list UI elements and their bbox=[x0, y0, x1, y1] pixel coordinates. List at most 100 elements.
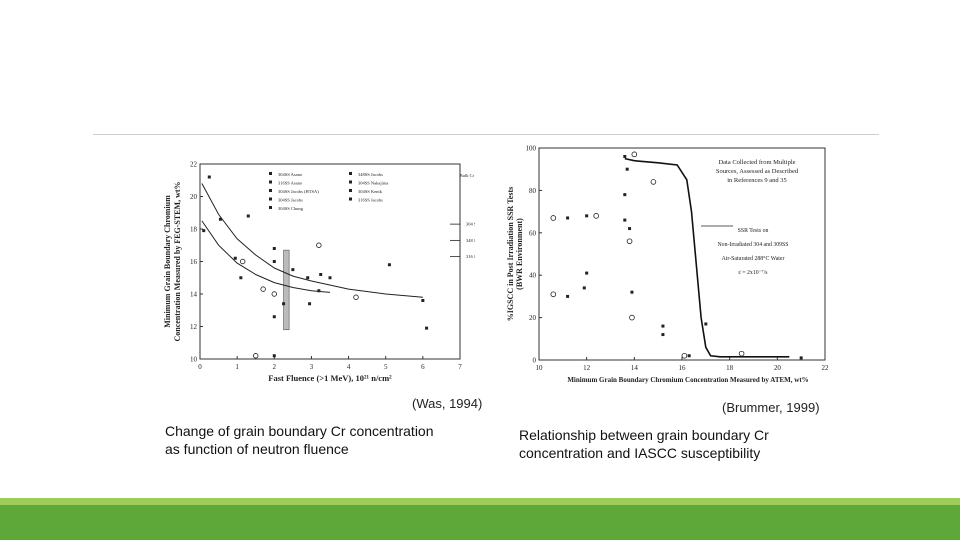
data-point bbox=[239, 276, 243, 280]
y-axis-label-line1: Minimum Grain Boundary Chromium bbox=[163, 195, 172, 328]
annotation-mid-line: ε̇ = 2x10⁻⁷/s bbox=[738, 270, 768, 276]
data-point bbox=[316, 242, 322, 248]
data-point bbox=[202, 229, 206, 233]
data-point bbox=[272, 315, 276, 319]
data-point bbox=[291, 268, 295, 272]
data-point bbox=[738, 350, 745, 357]
data-point bbox=[650, 179, 657, 185]
data-point bbox=[319, 273, 323, 276]
legend-label: 316SS Asano bbox=[278, 181, 303, 186]
legend-marker bbox=[349, 180, 352, 184]
data-point bbox=[593, 213, 599, 219]
legend-marker bbox=[269, 197, 272, 201]
data-point bbox=[233, 256, 237, 260]
y-tick-label: 18 bbox=[190, 226, 198, 234]
citation-was: (Was, 1994) bbox=[412, 396, 483, 411]
legend-label: 304SS Kenik bbox=[358, 189, 383, 194]
legend-label: 304SS Asano bbox=[278, 172, 303, 177]
y-tick-label: 22 bbox=[190, 161, 198, 169]
data-point bbox=[328, 276, 332, 280]
shaded-band bbox=[283, 249, 290, 331]
legend-marker bbox=[349, 189, 352, 192]
y-tick-label: 80 bbox=[529, 187, 537, 195]
x-tick-label: 22 bbox=[822, 364, 830, 372]
data-point bbox=[550, 215, 557, 221]
trend-curve bbox=[624, 157, 790, 358]
data-point bbox=[628, 227, 632, 231]
legend-marker bbox=[269, 172, 272, 175]
data-point bbox=[282, 302, 286, 306]
legend-marker bbox=[269, 206, 272, 209]
annotation-mid-line: Air-Saturated 288°C Water bbox=[722, 255, 785, 262]
data-point bbox=[387, 263, 391, 267]
data-point bbox=[566, 294, 570, 298]
data-point bbox=[631, 151, 638, 158]
data-point bbox=[353, 294, 359, 300]
annotation-top-line: Data Collected from Multiple bbox=[718, 159, 795, 166]
caption-right: Relationship between grain boundary Cr c… bbox=[519, 426, 769, 462]
x-tick-label: 12 bbox=[583, 364, 591, 372]
data-point bbox=[629, 314, 635, 321]
x-tick-label: 3 bbox=[310, 363, 314, 371]
y-tick-label: 0 bbox=[533, 357, 537, 365]
y-tick-label: 14 bbox=[190, 291, 198, 299]
x-tick-label: 1 bbox=[235, 363, 239, 371]
legend-marker bbox=[349, 172, 352, 175]
y-axis-label-line1: %IGSCC in Post Irradiation SSR Tests bbox=[506, 187, 515, 321]
x-tick-label: 20 bbox=[774, 364, 782, 372]
data-point bbox=[623, 218, 627, 222]
data-point bbox=[623, 193, 627, 197]
fit-line-2 bbox=[201, 220, 331, 293]
data-point bbox=[218, 217, 222, 221]
title-divider bbox=[93, 134, 879, 135]
x-tick-label: 18 bbox=[726, 364, 734, 372]
bulk-marker-label: 316 SS bbox=[466, 254, 475, 259]
data-point bbox=[585, 214, 589, 218]
footer-band-light bbox=[0, 498, 960, 505]
x-tick-label: 14 bbox=[631, 364, 639, 372]
bulk-marker-label: 348 SS bbox=[466, 238, 475, 243]
caption-left-line2: as function of neutron fluence bbox=[165, 441, 349, 457]
data-point bbox=[566, 216, 570, 220]
data-point bbox=[260, 286, 266, 292]
x-tick-label: 0 bbox=[198, 363, 202, 371]
data-point bbox=[246, 214, 250, 218]
y-tick-label: 20 bbox=[529, 314, 537, 322]
data-point bbox=[306, 276, 310, 280]
caption-right-line1: Relationship between grain boundary Cr bbox=[519, 427, 769, 443]
data-point bbox=[585, 271, 589, 275]
y-tick-label: 20 bbox=[190, 193, 198, 201]
x-tick-label: 2 bbox=[273, 363, 277, 371]
legend-label: 304SS Nakajima bbox=[358, 181, 388, 186]
data-point bbox=[625, 167, 629, 171]
legend-marker bbox=[349, 197, 352, 201]
y-tick-label: 60 bbox=[529, 229, 537, 237]
caption-right-line2: concentration and IASCC susceptibility bbox=[519, 445, 761, 461]
citation-brummer: (Brummer, 1999) bbox=[722, 400, 820, 415]
y-tick-label: 10 bbox=[190, 356, 198, 364]
data-point bbox=[272, 354, 276, 358]
legend-label: 304SS Jacobs (HTSA) bbox=[278, 189, 319, 194]
data-point bbox=[308, 302, 312, 306]
data-point bbox=[317, 289, 321, 293]
bulk-cr-label: Bulk Cr bbox=[460, 173, 475, 178]
chart-igscc: 10 12 14 16 18 20 22 0 20 40 60 80 100 Minimum Grain … bbox=[506, 145, 830, 385]
legend-marker bbox=[269, 180, 272, 184]
data-point bbox=[550, 291, 557, 298]
legend-label: 316SS Jacobs bbox=[358, 198, 383, 203]
legend-marker bbox=[269, 189, 272, 192]
data-point bbox=[630, 290, 634, 294]
data-point bbox=[240, 258, 246, 265]
data-point bbox=[421, 299, 425, 302]
legend-label: 348SS Jacobs bbox=[358, 172, 383, 177]
annotation-mid-line: Non-Irradiated 304 and 309SS bbox=[718, 242, 789, 248]
data-point bbox=[704, 322, 708, 326]
y-tick-label: 40 bbox=[529, 272, 537, 280]
data-point bbox=[207, 175, 211, 179]
data-point bbox=[272, 247, 276, 250]
data-point bbox=[272, 260, 276, 263]
bulk-marker-label: 304 SS bbox=[466, 222, 475, 227]
y-tick-label: 16 bbox=[190, 258, 198, 266]
data-point bbox=[799, 356, 803, 360]
